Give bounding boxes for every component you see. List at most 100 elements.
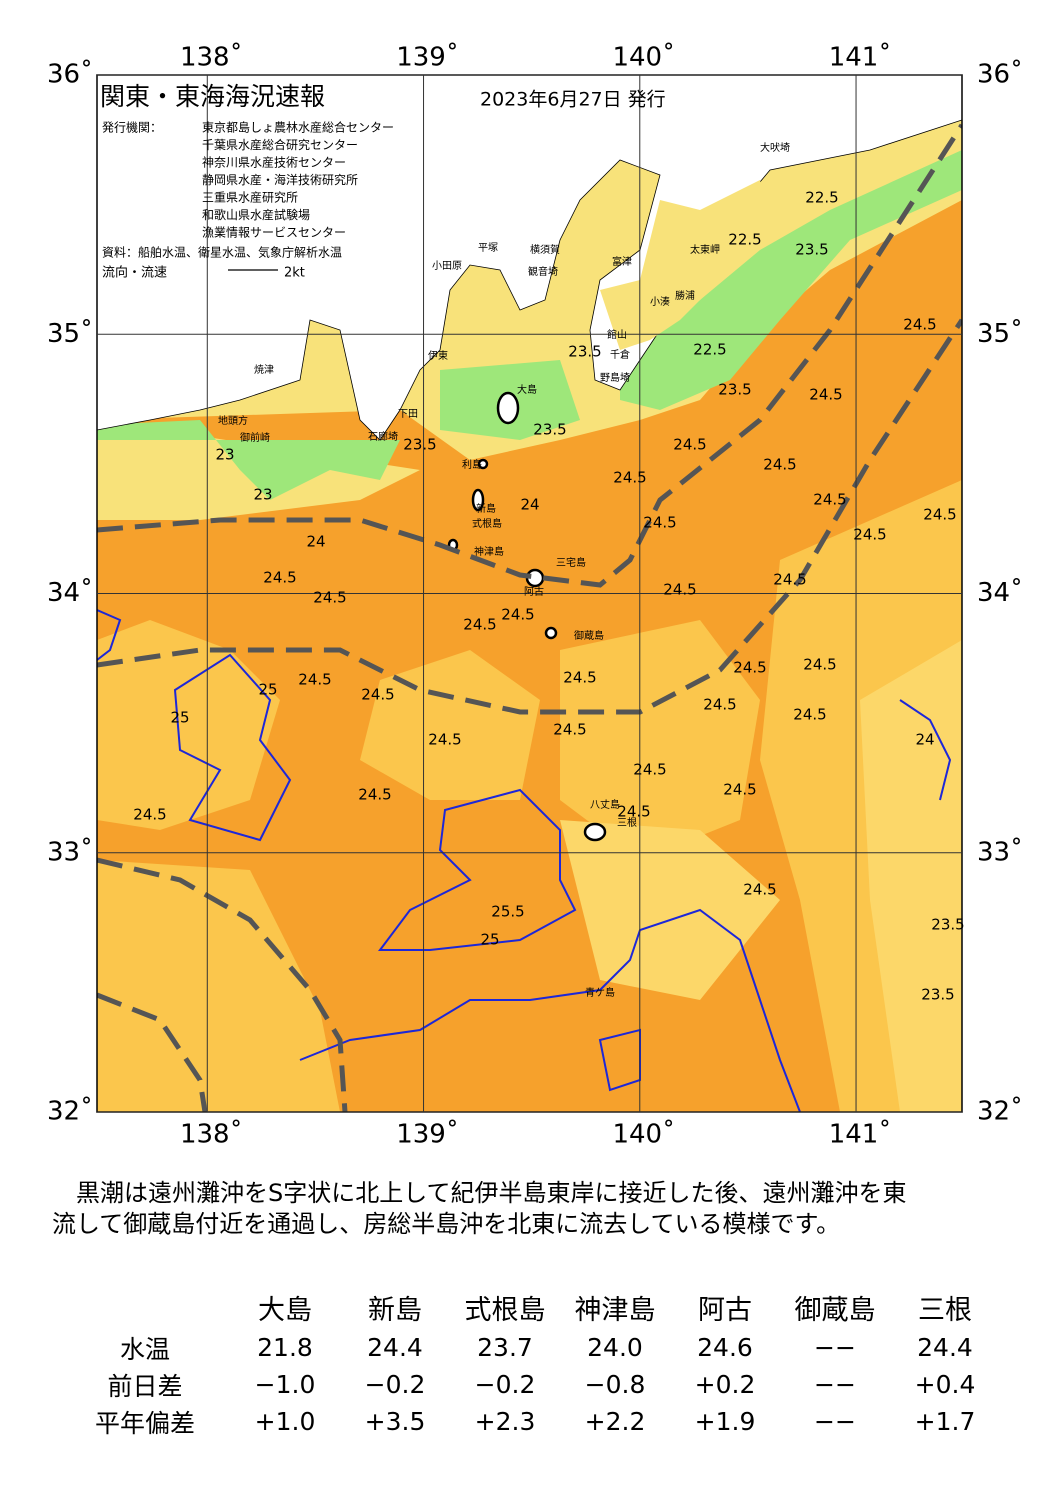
issuer: 三重県水産研究所 — [202, 190, 298, 205]
column-header: 大島 — [258, 1294, 312, 1326]
place-name: 太東岬 — [690, 243, 720, 256]
lat-label: 35˚ — [47, 319, 93, 349]
lat-label: 33˚ — [47, 837, 93, 867]
cell: −1.0 — [254, 1370, 316, 1399]
place-name: 石廊埼 — [368, 430, 398, 443]
row-label: 前日差 — [107, 1371, 183, 1401]
isotherm-label: 24.5 — [501, 606, 534, 624]
isotherm-label: 24.5 — [133, 806, 166, 824]
column-header: 式根島 — [464, 1294, 546, 1326]
column-header: 阿古 — [698, 1294, 752, 1326]
place-name: 千倉 — [610, 348, 630, 361]
lat-label: 34˚ — [47, 578, 93, 608]
place-name: 御蔵島 — [574, 629, 604, 642]
isotherm-label: 24.5 — [703, 696, 736, 714]
place-name: 勝浦 — [675, 289, 695, 302]
issuer: 和歌山県水産試験場 — [202, 207, 310, 222]
isotherm-label: 22.5 — [805, 189, 838, 207]
lat-label: 33˚ — [977, 837, 1023, 867]
isotherm-label: 24.5 — [463, 616, 496, 634]
column-header: 神津島 — [574, 1294, 656, 1326]
isotherm-label: 24.5 — [361, 686, 394, 704]
isotherm-label: 24.5 — [563, 669, 596, 687]
place-name: 焼津 — [254, 364, 274, 376]
isotherm-label: 24.5 — [853, 526, 886, 544]
isotherm-label: 22.5 — [728, 231, 761, 249]
lon-label: 140˚ — [612, 1120, 675, 1150]
isotherm-label: 24.5 — [793, 706, 826, 724]
lat-label: 36˚ — [977, 60, 1023, 90]
isotherm-label: 24.5 — [613, 469, 646, 487]
isotherm-label: 25 — [170, 709, 189, 727]
place-name: 新島 — [476, 502, 496, 515]
description-line: 流して御蔵島付近を通過し、房総半島沖を北東に流去している模様です。 — [52, 1210, 841, 1238]
place-name: 小湊 — [650, 295, 670, 308]
place-name: 大島 — [517, 383, 537, 396]
corner — [60, 1285, 230, 1329]
cell: −− — [814, 1407, 856, 1436]
cell: −− — [814, 1333, 856, 1362]
isotherm-label: 24.5 — [663, 581, 696, 599]
column-header: 御蔵島 — [794, 1294, 876, 1326]
issuer: 静岡県水産・海洋技術研究所 — [202, 172, 358, 187]
flow-scale: 2kt — [284, 266, 305, 281]
place-name: 御前崎 — [240, 431, 270, 444]
isotherm-label: 24.5 — [428, 731, 461, 749]
cell: +3.5 — [364, 1407, 426, 1436]
place-name: 阿古 — [524, 585, 544, 598]
cell: 24.4 — [917, 1333, 973, 1362]
cell: 24.6 — [697, 1333, 753, 1362]
place-name: 利島 — [462, 458, 482, 471]
lat-label: 35˚ — [977, 319, 1023, 349]
place-name: 小田原 — [432, 260, 462, 272]
isotherm-label: 23.5 — [568, 343, 601, 361]
row-label: 水温 — [119, 1334, 170, 1364]
isotherm-label: 24.5 — [358, 786, 391, 804]
place-name: 館山 — [607, 328, 627, 341]
isotherm-label: 24.5 — [263, 569, 296, 587]
isotherm-label: 25 — [480, 931, 499, 949]
isotherm-label: 24.5 — [763, 456, 796, 474]
place-name: 三宅島 — [556, 556, 586, 569]
issuer-label: 発行機関： — [102, 120, 162, 135]
isotherm-label: 23.5 — [921, 986, 954, 1004]
lon-label: 141˚ — [829, 1120, 892, 1150]
place-name: 大吠埼 — [760, 141, 790, 154]
cell: −0.2 — [364, 1370, 426, 1399]
cell: 23.7 — [477, 1333, 533, 1362]
place-name: 横須賀 — [530, 243, 560, 256]
lat-label: 32˚ — [977, 1097, 1023, 1127]
isotherm-label: 24.5 — [313, 589, 346, 607]
place-name: 青ケ島 — [585, 986, 615, 999]
cell: +0.2 — [694, 1370, 756, 1399]
isotherm-label: 22.5 — [693, 341, 726, 359]
source: 資料：船舶水温、衛星水温、気象庁解析水温 — [102, 245, 342, 260]
lon-label: 138˚ — [180, 43, 243, 73]
issuer: 漁業情報サービスセンター — [202, 226, 346, 240]
cell: 24.4 — [367, 1333, 423, 1362]
title: 関東・東海海況速報 — [100, 82, 325, 111]
isotherm-label: 24.5 — [673, 436, 706, 454]
lon-label: 140˚ — [612, 43, 675, 73]
map: 138˚ 138˚ 139˚ 139˚ 140˚ 140˚ 141˚ 141˚ 36˚ 36˚ 35… — [47, 43, 1023, 1150]
isotherm-label: 24.5 — [617, 803, 650, 821]
flow-label: 流向・流速 — [102, 265, 167, 281]
isotherm-label: 24.5 — [553, 721, 586, 739]
isotherm-label: 23 — [253, 486, 272, 504]
cell: 24.0 — [587, 1333, 643, 1362]
place-name: 神津島 — [474, 545, 504, 558]
lon-label: 139˚ — [396, 43, 459, 73]
description-line: 黒潮は遠州灘沖をS字状に北上して紀伊半島東岸に接近した後、遠州灘沖を東 — [76, 1179, 907, 1207]
cell: +1.9 — [694, 1407, 756, 1436]
cell: −0.8 — [584, 1370, 646, 1399]
isotherm-label: 24 — [915, 731, 934, 749]
issuer: 東京都島しょ農林水産総合センター — [202, 120, 394, 135]
description: 黒潮は遠州灘沖をS字状に北上して紀伊半島東岸に接近した後、遠州灘沖を東 流して御… — [52, 1178, 1012, 1240]
cell: −− — [814, 1370, 856, 1399]
place-name: 平塚 — [478, 242, 498, 254]
isotherm-label: 24.5 — [733, 659, 766, 677]
place-name: 野島埼 — [600, 371, 630, 384]
isotherm-label: 24.5 — [903, 316, 936, 334]
place-name: 三根 — [617, 816, 637, 829]
isotherm-label: 23 — [215, 446, 234, 464]
